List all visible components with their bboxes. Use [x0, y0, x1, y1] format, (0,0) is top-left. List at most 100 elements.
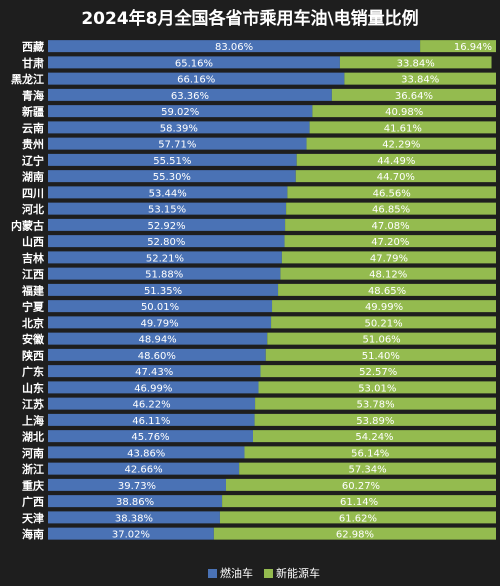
nev-bar — [272, 300, 496, 313]
nev-bar — [260, 365, 496, 378]
nev-value-label: 47.20% — [371, 237, 409, 248]
fuel-value-label: 45.76% — [131, 432, 169, 443]
nev-bar — [219, 511, 496, 524]
fuel-value-label: 50.01% — [141, 302, 179, 313]
fuel-value-label: 49.79% — [140, 318, 178, 329]
nev-bar — [285, 218, 496, 231]
table-row: 辽宁 55.51% 44.49% — [22, 153, 496, 167]
category-label: 湖北 — [22, 430, 44, 444]
legend-label-fuel: 燃油车 — [220, 566, 253, 580]
category-label: 江苏 — [22, 397, 44, 411]
fuel-value-label: 83.06% — [215, 42, 253, 53]
fuel-value-label: 52.21% — [146, 253, 184, 264]
fuel-value-label: 58.39% — [160, 123, 198, 134]
fuel-value-label: 55.51% — [153, 156, 191, 167]
category-label: 甘肃 — [22, 56, 44, 70]
nev-bar — [271, 316, 496, 329]
nev-value-label: 57.34% — [348, 465, 386, 476]
table-row: 天津 38.38% 61.62% — [22, 511, 496, 525]
fuel-bar — [48, 72, 345, 85]
nev-bar — [280, 267, 496, 280]
table-row: 内蒙古 52.92% 47.08% — [11, 218, 496, 232]
table-row: 江西 51.88% 48.12% — [22, 267, 496, 281]
table-row: 安徽 48.94% 51.06% — [22, 332, 496, 346]
fuel-value-label: 59.02% — [161, 107, 199, 118]
category-label: 西藏 — [22, 40, 44, 54]
nev-value-label: 40.98% — [385, 107, 423, 118]
category-label: 河北 — [22, 202, 44, 216]
category-label: 吉林 — [22, 251, 44, 265]
table-row: 浙江 42.66% 57.34% — [22, 462, 496, 476]
fuel-bar — [48, 218, 286, 231]
nev-value-label: 44.70% — [377, 172, 415, 183]
category-label: 北京 — [22, 316, 44, 330]
nev-value-label: 33.84% — [397, 58, 435, 69]
category-label: 山东 — [22, 381, 44, 395]
fuel-bar — [48, 365, 261, 378]
category-label: 陕西 — [22, 348, 44, 362]
table-row: 北京 49.79% 50.21% — [22, 316, 496, 330]
nev-value-label: 44.49% — [377, 156, 415, 167]
category-label: 天津 — [22, 511, 44, 525]
category-label: 山西 — [22, 235, 44, 249]
table-row: 福建 51.35% 48.65% — [21, 283, 496, 297]
nev-bar — [265, 348, 496, 361]
nev-value-label: 46.85% — [372, 205, 410, 216]
nev-bar — [420, 40, 496, 53]
table-row: 吉林 52.21% 47.79% — [22, 251, 496, 265]
nev-value-label: 36.64% — [395, 91, 433, 102]
category-label: 安徽 — [22, 332, 45, 346]
fuel-value-label: 42.66% — [124, 465, 162, 476]
table-row: 西藏 83.06% 16.94% — [22, 40, 496, 54]
fuel-bar — [48, 511, 220, 524]
table-row: 甘肃 65.16% 33.84% — [22, 56, 492, 70]
table-row: 湖南 55.30% 44.70% — [22, 170, 496, 184]
nev-value-label: 61.62% — [339, 513, 377, 524]
fuel-value-label: 53.44% — [149, 188, 187, 199]
fuel-value-label: 46.99% — [134, 383, 172, 394]
fuel-value-label: 53.15% — [148, 205, 186, 216]
fuel-value-label: 39.73% — [118, 481, 156, 492]
table-row: 湖北 45.76% 54.24% — [22, 430, 496, 444]
fuel-value-label: 38.38% — [115, 513, 153, 524]
fuel-bar — [48, 202, 287, 215]
table-row: 江苏 46.22% 53.78% — [22, 397, 496, 411]
nev-value-label: 54.24% — [355, 432, 393, 443]
nev-bar — [296, 153, 496, 166]
table-row: 青海 63.36% 36.64% — [22, 88, 496, 102]
legend-swatch-fuel — [208, 569, 217, 578]
nev-bar — [339, 56, 492, 69]
nev-bar — [255, 397, 496, 410]
fuel-value-label: 43.86% — [127, 448, 165, 459]
fuel-bar — [48, 446, 245, 459]
nev-value-label: 52.57% — [359, 367, 397, 378]
table-row: 上海 46.11% 53.89% — [22, 413, 496, 427]
table-row: 四川 53.44% 46.56% — [22, 186, 496, 200]
fuel-bar — [48, 56, 340, 69]
nev-value-label: 61.14% — [340, 497, 378, 508]
table-row: 贵州 57.71% 42.29% — [22, 137, 496, 151]
fuel-value-label: 63.36% — [171, 91, 209, 102]
category-label: 河南 — [22, 446, 44, 460]
table-row: 宁夏 50.01% 49.99% — [22, 300, 496, 314]
fuel-bar — [48, 348, 266, 361]
fuel-value-label: 51.88% — [145, 270, 183, 281]
nev-bar — [287, 186, 496, 199]
table-row: 山西 52.80% 47.20% — [22, 235, 496, 249]
fuel-bar — [48, 495, 223, 508]
fuel-bar — [48, 170, 296, 183]
nev-bar — [284, 235, 496, 248]
fuel-bar — [48, 413, 255, 426]
table-row: 广西 38.86% 61.14% — [22, 495, 496, 509]
fuel-value-label: 37.02% — [112, 530, 150, 541]
category-label: 四川 — [22, 187, 44, 200]
nev-bar — [253, 430, 496, 443]
nev-bar — [309, 121, 496, 134]
nev-bar — [306, 137, 496, 150]
nev-value-label: 46.56% — [373, 188, 411, 199]
bar-rows: 西藏 83.06% 16.94% 甘肃 65.16% 33.84% 黑龙江 66.16% 33.… — [11, 40, 497, 541]
category-label: 海南 — [22, 527, 44, 541]
fuel-value-label: 38.86% — [116, 497, 154, 508]
fuel-value-label: 52.92% — [147, 221, 185, 232]
nev-value-label: 48.12% — [369, 270, 407, 281]
